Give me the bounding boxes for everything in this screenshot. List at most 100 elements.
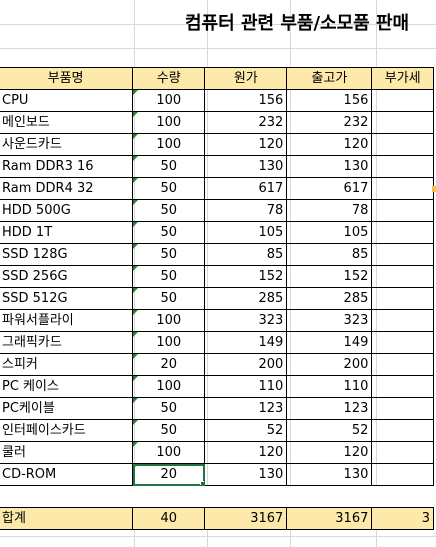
price-cell[interactable]: 105 — [286, 221, 373, 244]
price-cell[interactable]: 617 — [286, 177, 373, 200]
part-name-cell[interactable]: 사운드카드 — [0, 133, 134, 156]
cell[interactable] — [204, 485, 287, 508]
header-cell[interactable]: 부품명 — [0, 67, 134, 90]
part-name-cell[interactable]: CPU — [0, 89, 134, 112]
qty-cell[interactable]: 20 — [132, 353, 206, 376]
vat-cell[interactable] — [371, 155, 434, 178]
vat-cell[interactable] — [371, 265, 434, 288]
part-name-cell[interactable]: HDD 1T — [0, 221, 134, 244]
cell[interactable] — [371, 485, 434, 508]
qty-cell[interactable]: 50 — [132, 199, 206, 222]
part-name-cell[interactable]: 쿨러 — [0, 441, 134, 464]
qty-cell[interactable]: 100 — [132, 331, 206, 354]
part-name-cell[interactable]: 스피커 — [0, 353, 134, 376]
cost-cell[interactable]: 156 — [204, 89, 288, 112]
total-cost[interactable]: 3167 — [204, 507, 288, 530]
cost-cell[interactable]: 52 — [204, 419, 288, 442]
part-name-cell[interactable]: PC케이블 — [0, 397, 134, 420]
price-cell[interactable]: 156 — [286, 89, 373, 112]
price-cell[interactable]: 149 — [286, 331, 373, 354]
total-vat[interactable]: 3 — [371, 507, 434, 530]
cell[interactable] — [0, 485, 133, 508]
part-name-cell[interactable]: 파워서플라이 — [0, 309, 134, 332]
cost-cell[interactable]: 200 — [204, 353, 288, 376]
cost-cell[interactable]: 105 — [204, 221, 288, 244]
qty-cell[interactable]: 50 — [132, 243, 206, 266]
part-name-cell[interactable]: PC 케이스 — [0, 375, 134, 398]
price-cell[interactable]: 120 — [286, 441, 373, 464]
qty-cell[interactable]: 20 — [132, 463, 206, 486]
cost-cell[interactable]: 232 — [204, 111, 288, 134]
qty-cell[interactable]: 100 — [132, 441, 206, 464]
qty-cell[interactable]: 50 — [132, 265, 206, 288]
qty-cell[interactable]: 100 — [132, 89, 206, 112]
vat-cell[interactable] — [371, 419, 434, 442]
part-name-cell[interactable]: SSD 512G — [0, 287, 134, 310]
qty-cell[interactable]: 100 — [132, 309, 206, 332]
vat-cell[interactable] — [371, 243, 434, 266]
vat-cell[interactable] — [371, 177, 434, 200]
price-cell[interactable]: 78 — [286, 199, 373, 222]
qty-cell[interactable]: 50 — [132, 221, 206, 244]
cost-cell[interactable]: 285 — [204, 287, 288, 310]
part-name-cell[interactable]: Ram DDR4 32 — [0, 177, 134, 200]
vat-cell[interactable] — [371, 221, 434, 244]
cost-cell[interactable]: 85 — [204, 243, 288, 266]
qty-cell[interactable]: 50 — [132, 287, 206, 310]
cost-cell[interactable]: 130 — [204, 463, 288, 486]
header-cell[interactable]: 수량 — [132, 67, 206, 90]
qty-cell[interactable]: 50 — [132, 419, 206, 442]
vat-cell[interactable] — [371, 287, 434, 310]
part-name-cell[interactable]: CD-ROM — [0, 463, 134, 486]
price-cell[interactable]: 323 — [286, 309, 373, 332]
vat-cell[interactable] — [371, 309, 434, 332]
qty-cell[interactable]: 100 — [132, 111, 206, 134]
cell[interactable] — [286, 485, 372, 508]
vat-cell[interactable] — [371, 463, 434, 486]
vat-cell[interactable] — [371, 133, 434, 156]
cost-cell[interactable]: 130 — [204, 155, 288, 178]
cost-cell[interactable]: 152 — [204, 265, 288, 288]
qty-cell[interactable]: 100 — [132, 133, 206, 156]
vat-cell[interactable] — [371, 89, 434, 112]
cost-cell[interactable]: 78 — [204, 199, 288, 222]
price-cell[interactable]: 123 — [286, 397, 373, 420]
price-cell[interactable]: 200 — [286, 353, 373, 376]
cost-cell[interactable]: 149 — [204, 331, 288, 354]
vat-cell[interactable] — [371, 331, 434, 354]
qty-cell[interactable]: 50 — [132, 155, 206, 178]
cost-cell[interactable]: 120 — [204, 133, 288, 156]
vat-cell[interactable] — [371, 397, 434, 420]
cost-cell[interactable]: 110 — [204, 375, 288, 398]
qty-cell[interactable]: 100 — [132, 375, 206, 398]
price-cell[interactable]: 110 — [286, 375, 373, 398]
qty-cell[interactable]: 50 — [132, 177, 206, 200]
price-cell[interactable]: 152 — [286, 265, 373, 288]
part-name-cell[interactable]: 인터페이스카드 — [0, 419, 134, 442]
cost-cell[interactable]: 617 — [204, 177, 288, 200]
part-name-cell[interactable]: 메인보드 — [0, 111, 134, 134]
part-name-cell[interactable]: SSD 256G — [0, 265, 134, 288]
total-qty[interactable]: 40 — [132, 507, 206, 530]
cost-cell[interactable]: 323 — [204, 309, 288, 332]
total-price[interactable]: 3167 — [286, 507, 373, 530]
price-cell[interactable]: 130 — [286, 463, 373, 486]
header-cell[interactable]: 원가 — [204, 67, 288, 90]
cost-cell[interactable]: 120 — [204, 441, 288, 464]
part-name-cell[interactable]: SSD 128G — [0, 243, 134, 266]
vat-cell[interactable] — [371, 199, 434, 222]
vat-cell[interactable] — [371, 441, 434, 464]
header-cell[interactable]: 부가세 — [371, 67, 434, 90]
price-cell[interactable]: 130 — [286, 155, 373, 178]
part-name-cell[interactable]: Ram DDR3 16 — [0, 155, 134, 178]
cost-cell[interactable]: 123 — [204, 397, 288, 420]
total-label[interactable]: 합계 — [0, 507, 134, 530]
part-name-cell[interactable]: HDD 500G — [0, 199, 134, 222]
qty-cell[interactable]: 50 — [132, 397, 206, 420]
price-cell[interactable]: 285 — [286, 287, 373, 310]
price-cell[interactable]: 52 — [286, 419, 373, 442]
vat-cell[interactable] — [371, 111, 434, 134]
price-cell[interactable]: 120 — [286, 133, 373, 156]
cell[interactable] — [132, 485, 205, 508]
vat-cell[interactable] — [371, 353, 434, 376]
